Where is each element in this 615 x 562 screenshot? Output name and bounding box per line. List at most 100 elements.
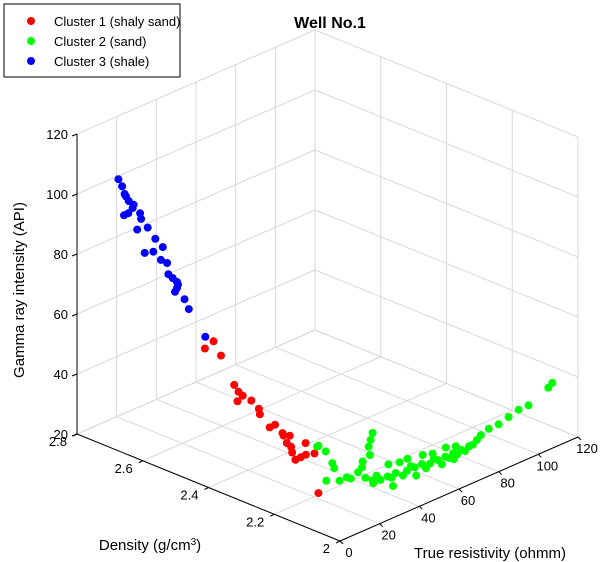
data-point	[171, 287, 179, 296]
data-point	[451, 442, 460, 451]
side-wall-grid-line	[314, 269, 579, 378]
y-tick-label: 2.2	[246, 514, 264, 529]
tick-mark	[204, 487, 209, 490]
data-point	[120, 211, 128, 220]
data-point	[238, 391, 247, 400]
x-tick-label: 120	[576, 441, 598, 456]
data-point	[484, 424, 493, 433]
data-point	[151, 234, 160, 243]
data-point	[441, 443, 450, 452]
data-point	[314, 489, 323, 498]
x-tick-label: 80	[500, 476, 514, 491]
data-point	[301, 450, 310, 459]
data-point	[364, 442, 373, 451]
data-point	[143, 223, 152, 232]
data-point	[418, 451, 427, 459]
z-tick-label: 100	[46, 187, 68, 202]
side-wall-grid-line	[314, 209, 579, 318]
series-2	[313, 378, 557, 490]
tick-mark	[418, 505, 423, 510]
x-tick-label: 40	[421, 510, 435, 525]
tick-mark	[498, 471, 503, 476]
data-point	[322, 476, 331, 485]
data-point	[449, 455, 458, 464]
side-wall-grid-line	[314, 149, 579, 258]
x-tick-label: 100	[536, 458, 558, 473]
data-point	[346, 474, 355, 483]
back-wall-grid-line	[76, 269, 316, 375]
floor-grid-line	[208, 383, 447, 488]
tick-mark	[71, 193, 78, 197]
data-point	[384, 460, 393, 469]
x-tick-label: 20	[381, 528, 395, 543]
tick-mark	[71, 253, 78, 257]
data-point	[365, 451, 374, 459]
y-tick-label: 2.6	[115, 461, 133, 476]
floor-grid-line	[274, 409, 513, 515]
tick-mark	[71, 133, 78, 137]
data-point	[358, 463, 366, 472]
data-point	[163, 259, 172, 267]
data-point	[376, 475, 385, 484]
data-point	[137, 214, 146, 223]
data-point	[494, 420, 503, 429]
legend-entry: Cluster 1 (shaly sand)	[54, 14, 180, 29]
data-point	[389, 482, 397, 490]
tick-mark	[71, 373, 78, 377]
y-axis-label: Density (g/cm3)	[99, 537, 201, 555]
data-point	[156, 255, 165, 264]
z-tick-label: 60	[54, 307, 68, 322]
data-point	[201, 332, 210, 341]
data-point	[366, 435, 375, 444]
tick-mark	[379, 523, 384, 528]
data-point	[217, 351, 225, 360]
z-tick-label: 80	[54, 247, 68, 262]
legend-marker	[27, 37, 35, 45]
data-point	[410, 463, 419, 472]
tick-mark	[71, 313, 78, 317]
chart-title: Well No.1	[294, 15, 366, 32]
axis-frame	[71, 133, 582, 545]
data-point	[395, 458, 404, 467]
data-point	[118, 182, 127, 191]
data-point	[504, 413, 513, 421]
back-wall-grid-line	[76, 209, 316, 315]
tick-mark	[71, 433, 78, 437]
data-point	[476, 431, 485, 440]
back-wall-grid-line	[76, 149, 316, 255]
x-axis-label: True resistivity (ohmm)	[414, 545, 566, 562]
z-tick-label: 40	[54, 367, 68, 382]
data-point	[140, 248, 149, 257]
z-axis-label: Gamma ray intensity (API)	[11, 202, 28, 378]
data-point	[279, 431, 288, 440]
data-point	[428, 449, 437, 458]
tick-mark	[339, 540, 344, 545]
data-point	[233, 397, 242, 406]
legend: Cluster 1 (shaly sand) Cluster 2 (sand) Cl…	[3, 3, 181, 78]
data-point	[301, 439, 310, 448]
data-point	[149, 247, 158, 256]
tick-labels: 02040608010012022.22.42.62.8204060801001…	[46, 127, 598, 560]
data-point	[548, 378, 557, 387]
data-point	[158, 243, 167, 252]
series-1	[200, 337, 323, 498]
y-tick-label: 2.4	[180, 488, 198, 503]
side-wall-grid-line	[314, 329, 579, 438]
tick-mark	[537, 453, 542, 458]
data-point	[230, 380, 239, 389]
back-wall-grid-line	[76, 29, 316, 135]
legend-entry: Cluster 2 (sand)	[54, 34, 146, 49]
tick-mark	[335, 540, 341, 544]
data-point	[184, 305, 193, 314]
data-point	[285, 431, 294, 440]
data-point	[133, 225, 142, 234]
data-point	[369, 479, 378, 488]
data-point	[200, 344, 209, 353]
series-3	[114, 175, 210, 341]
legend-entry: Cluster 3 (shale)	[54, 54, 149, 69]
data-point	[313, 442, 322, 451]
tick-mark	[270, 513, 275, 517]
data-point	[271, 420, 279, 429]
tick-mark	[577, 436, 582, 441]
